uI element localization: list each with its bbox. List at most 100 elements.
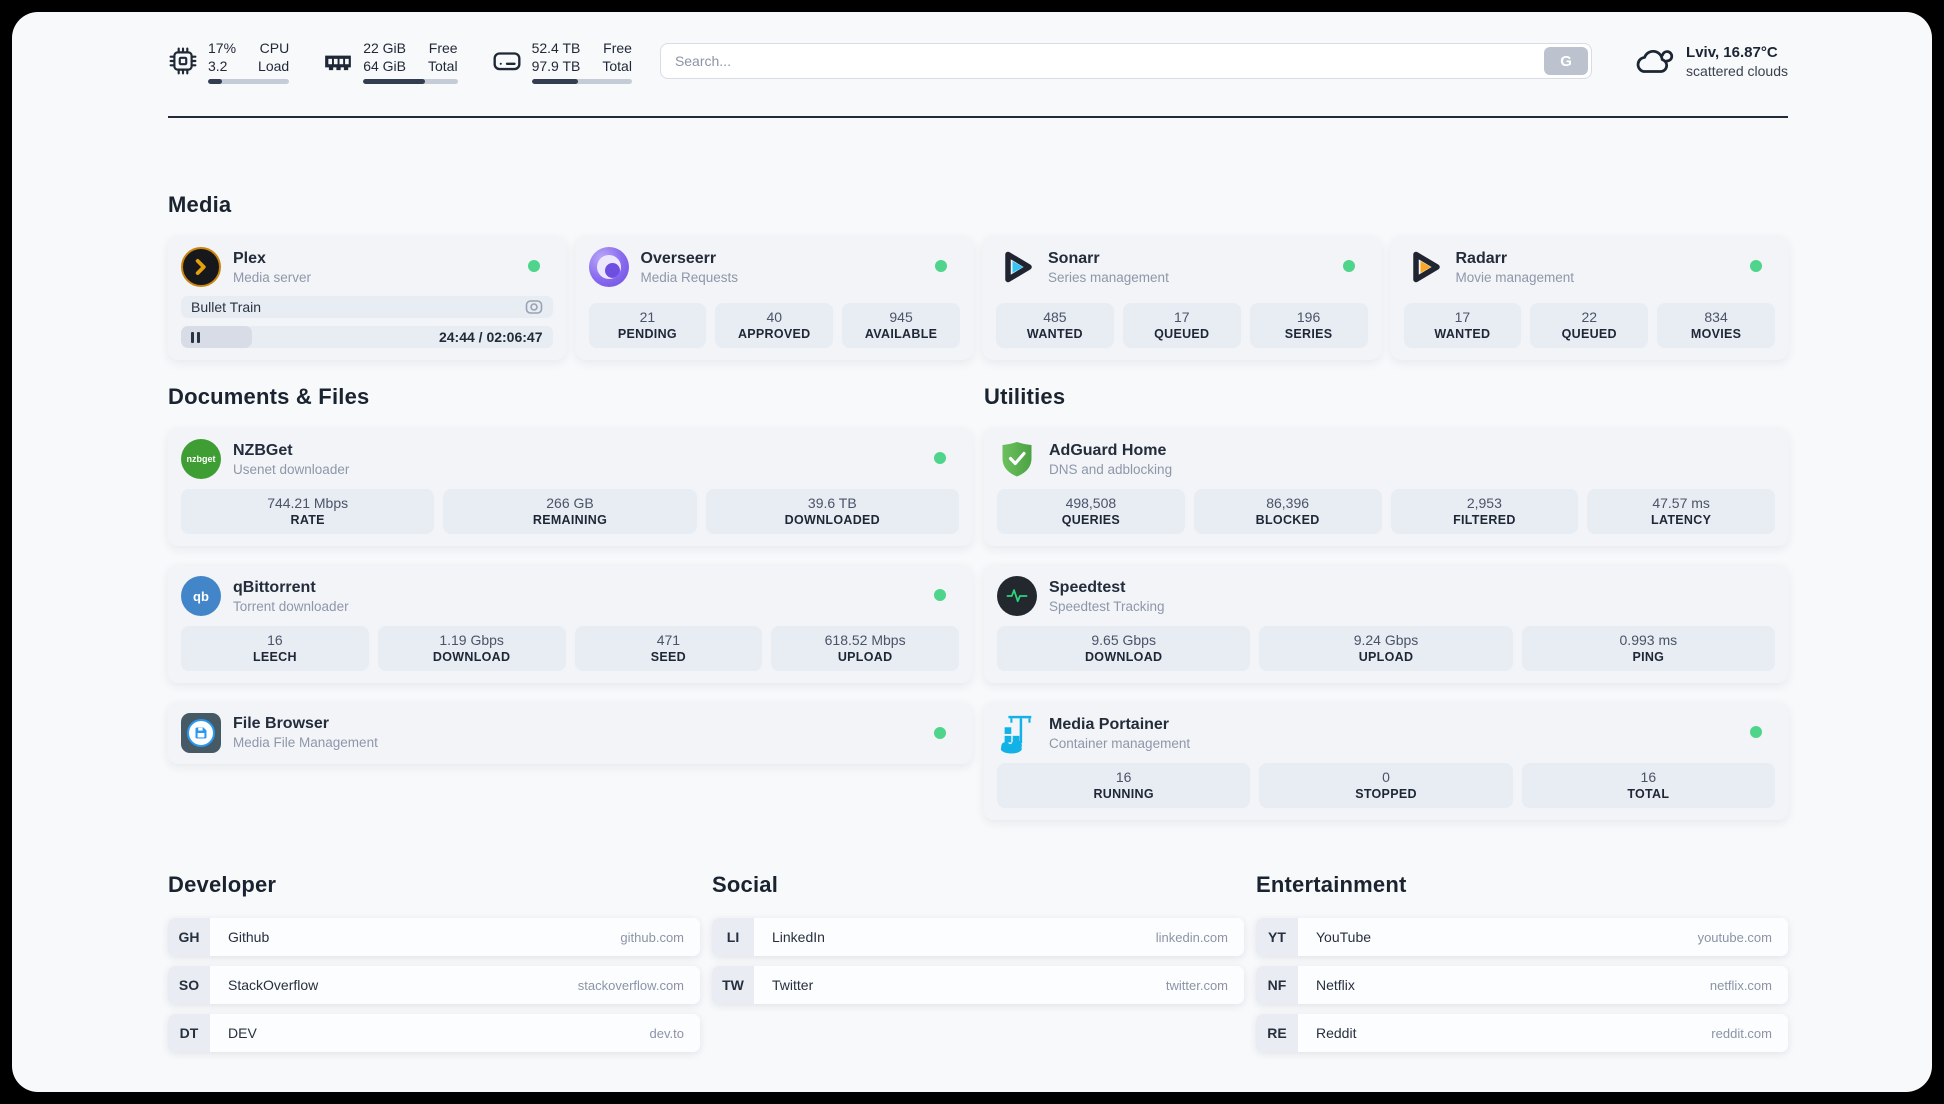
dev-badge: DT [168, 1014, 210, 1052]
stat-total: 16 TOTAL [1521, 763, 1775, 808]
status-indicator [527, 260, 540, 272]
app-card-filebrowser[interactable]: File Browser Media File Management [168, 702, 972, 764]
top-bar: 17% 3.2 CPU Load [168, 12, 1788, 84]
stat-ping: 0.993 ms PING [1521, 626, 1775, 671]
stat-wanted: 485 WANTED [996, 303, 1114, 348]
app-card-qbittorrent[interactable]: qb qBittorrent Torrent downloader 16 LEEC… [168, 565, 972, 683]
app-card-sonarr[interactable]: Sonarr Series management 485 WANTED 17 QUE… [983, 236, 1381, 360]
app-title: qBittorrent [233, 578, 316, 596]
media-source-icon[interactable] [525, 299, 543, 315]
stat-series: 196 SERIES [1249, 303, 1368, 348]
link-reddit[interactable]: RE Reddit reddit.com [1256, 1014, 1788, 1052]
entertainment-links-column: Entertainment YT YouTube youtube.com NF … [1256, 872, 1788, 1052]
pause-icon[interactable] [191, 331, 200, 343]
app-card-portainer[interactable]: Media Portainer Container management 16 R… [984, 702, 1788, 820]
stat-blocked: 86,396 BLOCKED [1193, 489, 1382, 534]
app-subtitle: Speedtest Tracking [1049, 598, 1165, 614]
app-card-overseerr[interactable]: Overseerr Media Requests 21 PENDING 40 APP… [575, 236, 973, 360]
link-name: Netflix [1316, 977, 1355, 993]
status-indicator [934, 452, 946, 464]
section-heading-documents: Documents & Files [168, 384, 370, 409]
disk-total-label: Total [602, 57, 632, 74]
status-indicator [935, 260, 947, 272]
search-engine-button[interactable]: G [1544, 47, 1589, 75]
utilities-column: Utilities AdGuard Home [984, 384, 1788, 820]
app-card-plex[interactable]: Plex Media server Bullet Train 24:44 / 0… [168, 236, 566, 360]
link-youtube[interactable]: YT YouTube youtube.com [1256, 918, 1788, 956]
app-title: Radarr [1455, 249, 1508, 267]
stat-queued: 22 QUEUED [1530, 303, 1649, 348]
section-heading-utilities: Utilities [984, 384, 1066, 409]
player-row: 24:44 / 02:06:47 [181, 326, 553, 348]
app-subtitle: Usenet downloader [233, 461, 350, 477]
app-title: Sonarr [1048, 249, 1100, 267]
app-card-nzbget[interactable]: nzbget NZBGet Usenet downloader 744.21 M… [168, 428, 972, 546]
link-netflix[interactable]: NF Netflix netflix.com [1256, 966, 1788, 1004]
qbittorrent-icon: qb [181, 576, 221, 616]
documents-column: Documents & Files nzbget NZBGet Usenet d… [168, 384, 972, 764]
cloud-icon [1632, 43, 1674, 79]
stat-upload: 618.52 Mbps UPLOAD [771, 626, 959, 671]
app-title: Media Portainer [1049, 715, 1170, 733]
plex-icon [181, 247, 221, 287]
twitter-badge: TW [712, 966, 754, 1004]
link-twitter[interactable]: TW Twitter twitter.com [712, 966, 1244, 1004]
ram-total-label: Total [428, 57, 458, 74]
link-url: stackoverflow.com [577, 977, 684, 993]
social-links-column: Social LI LinkedIn linkedin.com TW Twitt… [712, 872, 1244, 1004]
weather-condition: scattered clouds [1686, 62, 1788, 79]
stat-leech: 16 LEECH [181, 626, 369, 671]
media-card-grid: Plex Media server Bullet Train 24:44 / 0… [168, 236, 1788, 360]
disk-free-value: 52.4 TB [531, 39, 581, 56]
youtube-badge: YT [1256, 918, 1298, 956]
stat-queued: 17 QUEUED [1122, 303, 1241, 348]
section-heading-social: Social [712, 872, 779, 897]
playback-time: 24:44 / 02:06:47 [438, 329, 543, 345]
radarr-icon [1404, 247, 1444, 287]
link-github[interactable]: GH Github github.com [168, 918, 700, 956]
link-dev[interactable]: DT DEV dev.to [168, 1014, 700, 1052]
disk-total-value: 97.9 TB [531, 57, 581, 74]
app-subtitle: Media Requests [640, 269, 739, 285]
link-name: Reddit [1316, 1025, 1357, 1041]
stat-filtered: 2,953 FILTERED [1390, 489, 1579, 534]
link-linkedin[interactable]: LI LinkedIn linkedin.com [712, 918, 1244, 956]
cpu-stat: 17% 3.2 CPU Load [168, 39, 290, 84]
now-playing-title: Bullet Train [191, 299, 262, 315]
app-card-speedtest[interactable]: Speedtest Speedtest Tracking 9.65 Gbps DO… [984, 565, 1788, 683]
app-title: NZBGet [233, 441, 293, 459]
weather-widget: Lviv, 16.87°C scattered clouds [1632, 43, 1788, 79]
link-name: YouTube [1316, 929, 1372, 945]
stat-download: 9.65 Gbps DOWNLOAD [997, 626, 1251, 671]
stat-wanted: 17 WANTED [1403, 303, 1522, 348]
portainer-icon [997, 713, 1037, 754]
stackoverflow-badge: SO [168, 966, 210, 1004]
sonarr-icon [996, 247, 1036, 287]
app-card-radarr[interactable]: Radarr Movie management 17 WANTED 22 QUEUE… [1390, 236, 1788, 360]
cpu-progress-bar [208, 78, 290, 84]
stat-rate: 744.21 Mbps RATE [181, 489, 435, 534]
app-subtitle: Media File Management [233, 735, 378, 750]
app-subtitle: Torrent downloader [233, 598, 349, 614]
stat-queries: 498,508 QUERIES [997, 489, 1185, 534]
link-name: DEV [228, 1025, 257, 1041]
stat-seed: 471 SEED [574, 626, 763, 671]
app-title: Plex [233, 249, 266, 267]
app-card-adguard[interactable]: AdGuard Home DNS and adblocking 498,508 Q… [984, 428, 1788, 546]
ram-free-value: 22 GiB [363, 39, 406, 56]
search-input[interactable] [659, 43, 1593, 79]
now-playing-row: Bullet Train [181, 296, 553, 318]
app-subtitle: Container management [1049, 735, 1191, 751]
section-heading-entertainment: Entertainment [1256, 872, 1407, 897]
link-url: reddit.com [1711, 1025, 1772, 1041]
link-stackoverflow[interactable]: SO StackOverflow stackoverflow.com [168, 966, 700, 1004]
link-url: dev.to [649, 1025, 684, 1041]
netflix-badge: NF [1256, 966, 1298, 1004]
link-url: netflix.com [1709, 977, 1772, 993]
stat-pending: 21 PENDING [588, 303, 707, 348]
link-url: youtube.com [1697, 929, 1772, 945]
linkedin-badge: LI [712, 918, 754, 956]
ram-total-value: 64 GiB [363, 57, 406, 74]
stat-upload: 9.24 Gbps UPLOAD [1259, 626, 1513, 671]
overseerr-icon [588, 247, 629, 287]
